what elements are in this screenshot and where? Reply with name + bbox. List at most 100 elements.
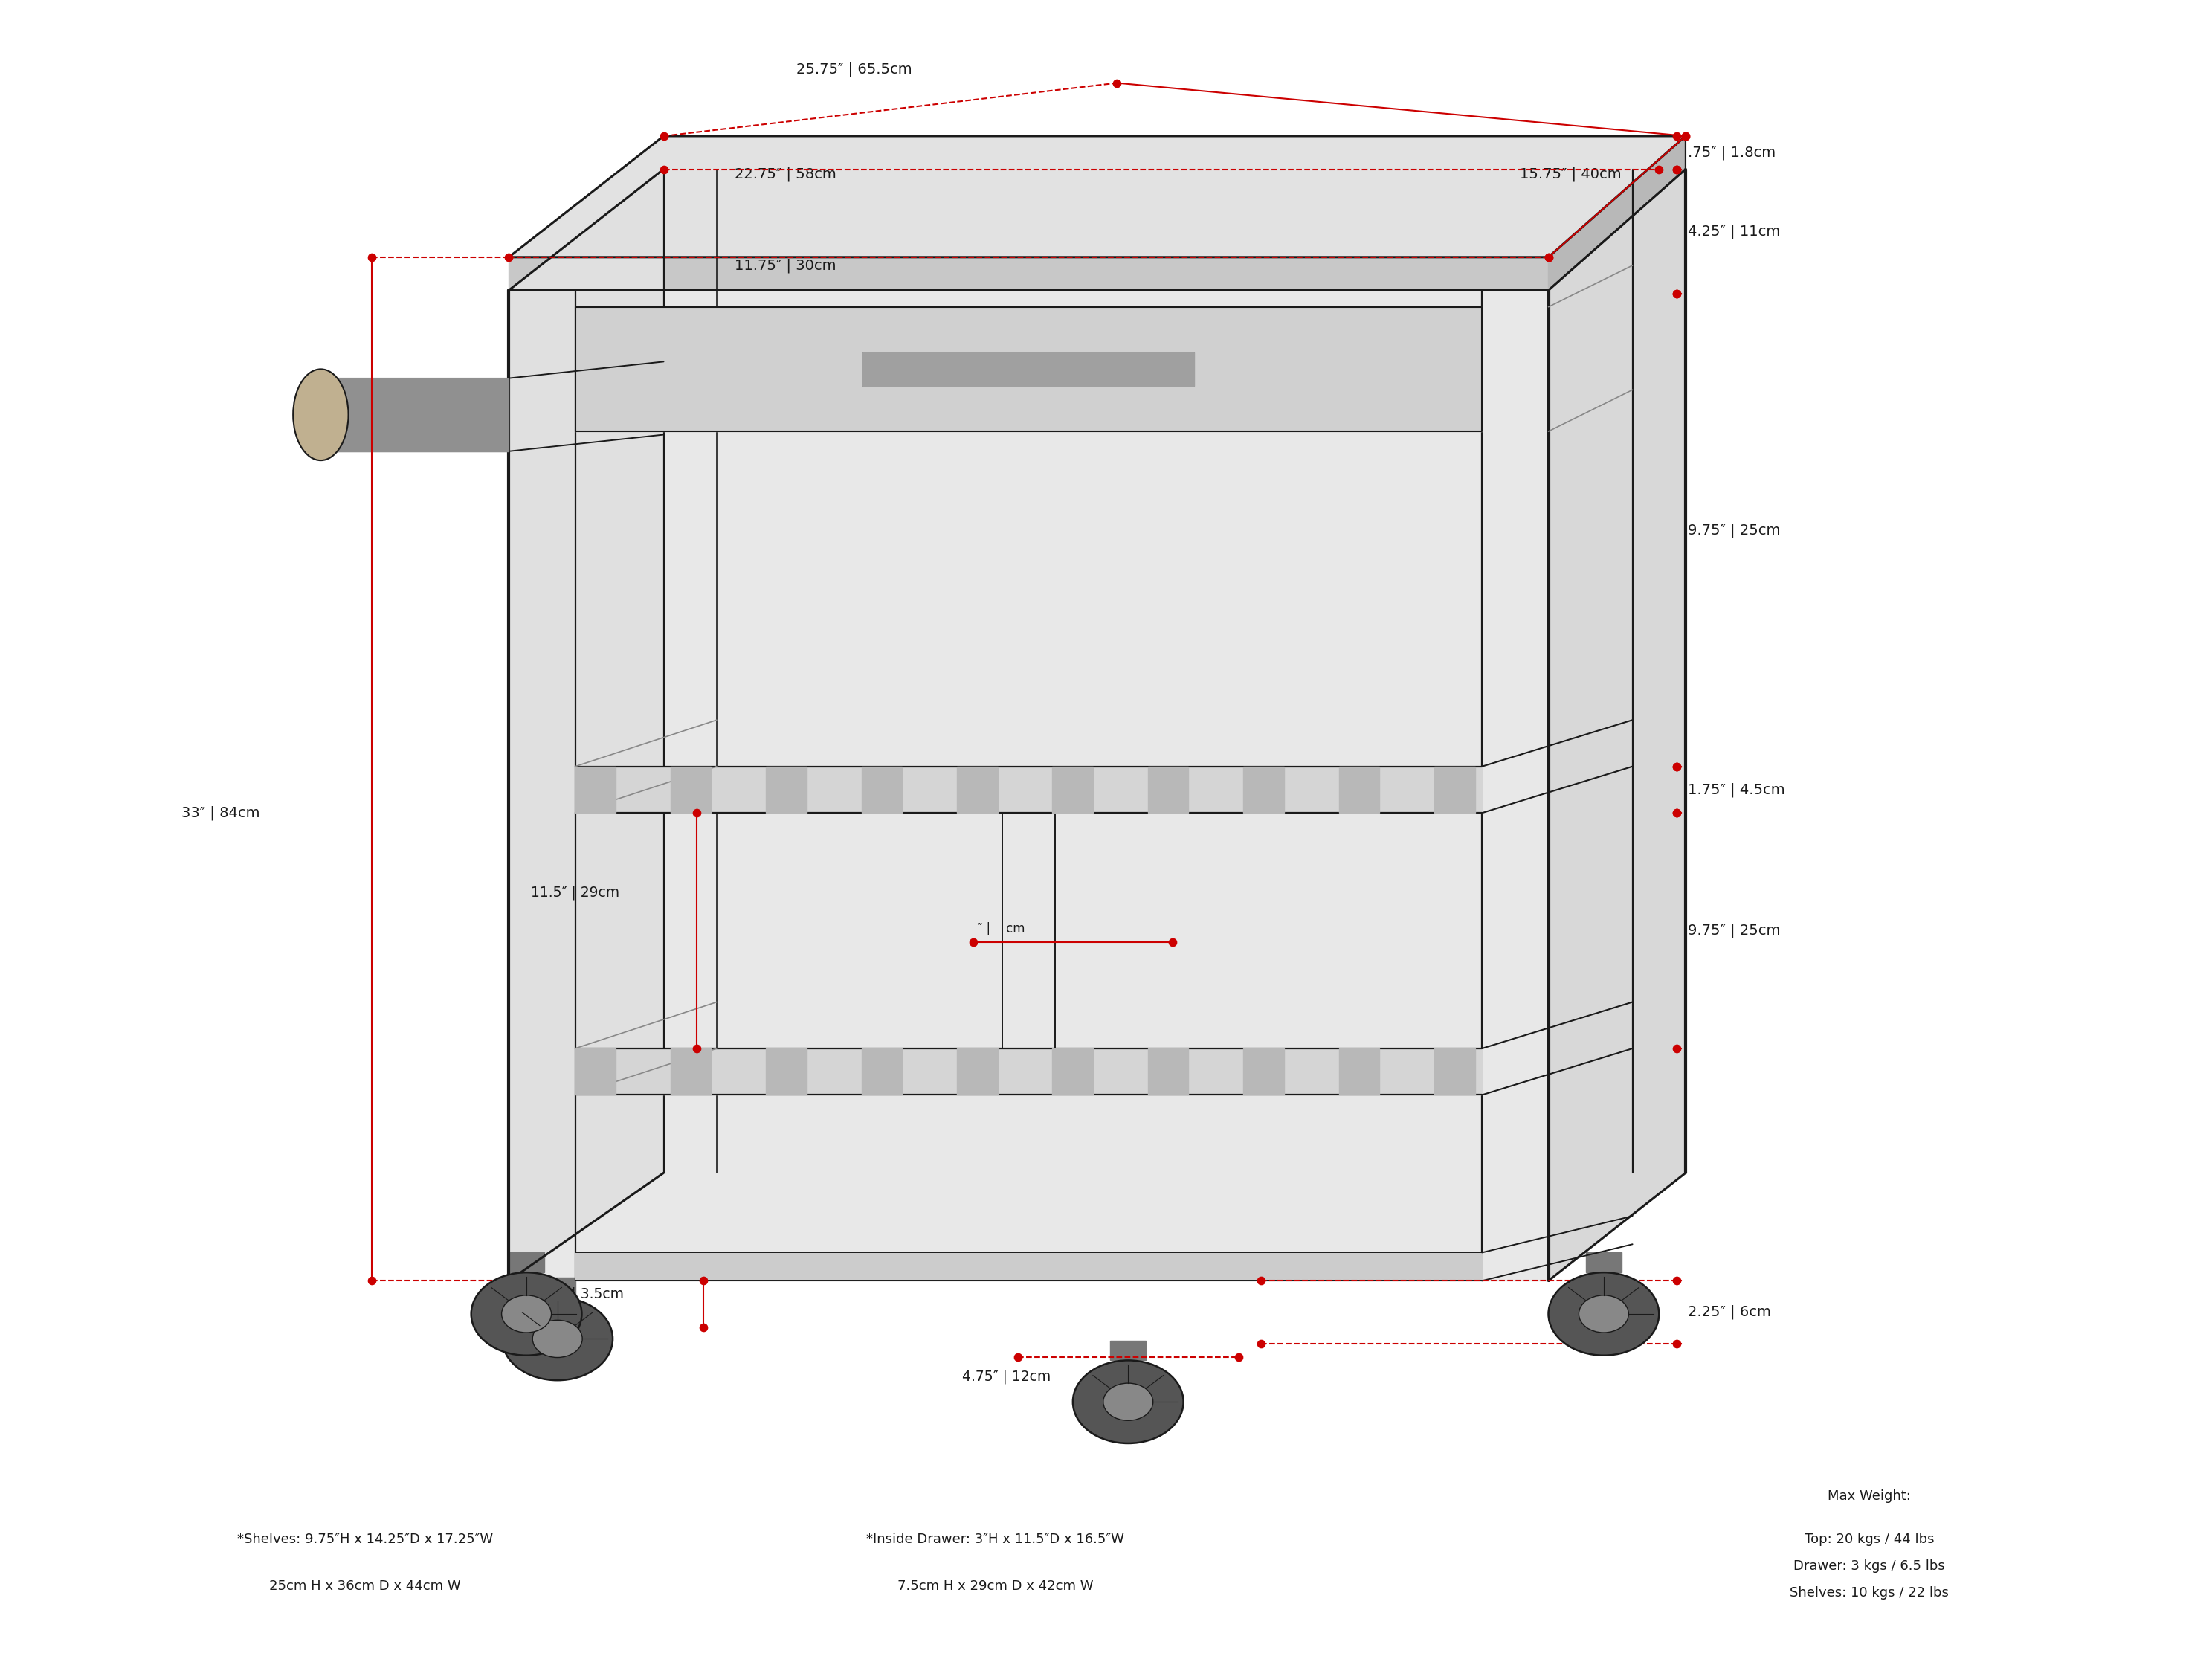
Point — [646, 156, 681, 182]
Circle shape — [471, 1272, 582, 1355]
Text: ″ |    cm: ″ | cm — [978, 922, 1024, 936]
Text: *Shelves: 9.75″H x 14.25″D x 17.25″W: *Shelves: 9.75″H x 14.25″D x 17.25″W — [237, 1533, 493, 1546]
Polygon shape — [1053, 1048, 1093, 1095]
Point — [679, 800, 714, 826]
Polygon shape — [509, 169, 664, 1281]
Circle shape — [1104, 1384, 1152, 1420]
Circle shape — [533, 1321, 582, 1357]
Polygon shape — [509, 136, 1686, 257]
Text: Drawer: 3 kgs / 6.5 lbs: Drawer: 3 kgs / 6.5 lbs — [1794, 1559, 1944, 1573]
Polygon shape — [1548, 136, 1686, 290]
Text: *Inside Drawer: 3″H x 11.5″D x 16.5″W: *Inside Drawer: 3″H x 11.5″D x 16.5″W — [867, 1533, 1124, 1546]
Polygon shape — [1433, 1048, 1475, 1095]
Polygon shape — [958, 1048, 998, 1095]
Circle shape — [502, 1296, 551, 1332]
Point — [1659, 753, 1694, 780]
Polygon shape — [575, 1048, 615, 1095]
Point — [679, 1035, 714, 1062]
Polygon shape — [509, 1253, 544, 1272]
Point — [646, 123, 681, 149]
Polygon shape — [860, 766, 902, 813]
Point — [1659, 123, 1694, 149]
Circle shape — [1579, 1296, 1628, 1332]
Text: 1.25″ | 3.5cm: 1.25″ | 3.5cm — [531, 1287, 624, 1301]
Point — [1641, 156, 1677, 182]
Point — [956, 929, 991, 956]
Text: 15.75″ | 40cm: 15.75″ | 40cm — [1520, 168, 1621, 181]
Polygon shape — [575, 1253, 1482, 1281]
Polygon shape — [1338, 766, 1380, 813]
Text: Shelves: 10 kgs / 22 lbs: Shelves: 10 kgs / 22 lbs — [1790, 1586, 1949, 1599]
Point — [1668, 123, 1703, 149]
Point — [1659, 800, 1694, 826]
Text: 2.25″ | 6cm: 2.25″ | 6cm — [1688, 1306, 1772, 1319]
Text: 7.5cm H x 29cm D x 42cm W: 7.5cm H x 29cm D x 42cm W — [898, 1579, 1093, 1593]
Text: 1.75″ | 4.5cm: 1.75″ | 4.5cm — [1688, 783, 1785, 796]
Polygon shape — [1148, 766, 1188, 813]
Text: 4.75″ | 12cm: 4.75″ | 12cm — [962, 1370, 1051, 1384]
Point — [1659, 1331, 1694, 1357]
Point — [1659, 280, 1694, 307]
Point — [1221, 1344, 1256, 1370]
Polygon shape — [765, 1048, 807, 1095]
Polygon shape — [1338, 1048, 1380, 1095]
Point — [686, 1314, 721, 1340]
Circle shape — [1548, 1272, 1659, 1355]
Polygon shape — [1148, 1048, 1188, 1095]
Circle shape — [502, 1297, 613, 1380]
Polygon shape — [1243, 766, 1283, 813]
Polygon shape — [575, 766, 615, 813]
Polygon shape — [1110, 1340, 1146, 1360]
Point — [491, 244, 526, 270]
Point — [1243, 1331, 1279, 1357]
Point — [1659, 156, 1694, 182]
Text: Top: 20 kgs / 44 lbs: Top: 20 kgs / 44 lbs — [1805, 1533, 1933, 1546]
Point — [1659, 1267, 1694, 1294]
Point — [1155, 929, 1190, 956]
Polygon shape — [1548, 169, 1686, 1281]
Point — [354, 1267, 389, 1294]
Polygon shape — [1243, 1048, 1283, 1095]
Polygon shape — [575, 1048, 1482, 1095]
Polygon shape — [958, 766, 998, 813]
Text: 9.75″ | 25cm: 9.75″ | 25cm — [1688, 523, 1781, 538]
Circle shape — [1073, 1360, 1183, 1443]
Text: 33″ | 84cm: 33″ | 84cm — [181, 806, 259, 820]
Polygon shape — [509, 290, 1548, 1281]
Point — [1531, 244, 1566, 270]
Polygon shape — [575, 766, 1482, 813]
Point — [1243, 1267, 1279, 1294]
Polygon shape — [670, 1048, 712, 1095]
Polygon shape — [860, 1048, 902, 1095]
Text: 22.75″ | 58cm: 22.75″ | 58cm — [734, 168, 836, 181]
Polygon shape — [765, 766, 807, 813]
Text: 25cm H x 36cm D x 44cm W: 25cm H x 36cm D x 44cm W — [270, 1579, 460, 1593]
Text: .75″ | 1.8cm: .75″ | 1.8cm — [1688, 146, 1776, 159]
Point — [1659, 280, 1694, 307]
Point — [1659, 800, 1694, 826]
Point — [686, 1267, 721, 1294]
Polygon shape — [863, 353, 1194, 385]
Point — [354, 244, 389, 270]
Point — [1531, 244, 1566, 270]
Ellipse shape — [292, 368, 347, 460]
Polygon shape — [575, 307, 1482, 431]
Text: Max Weight:: Max Weight: — [1827, 1490, 1911, 1503]
Polygon shape — [321, 378, 509, 451]
Point — [1668, 123, 1703, 149]
Polygon shape — [540, 1277, 575, 1297]
Point — [1099, 70, 1135, 96]
Text: 11.75″ | 30cm: 11.75″ | 30cm — [734, 259, 836, 272]
Polygon shape — [1053, 766, 1093, 813]
Polygon shape — [670, 766, 712, 813]
Point — [1000, 1344, 1035, 1370]
Polygon shape — [509, 257, 1548, 290]
Point — [1659, 1035, 1694, 1062]
Polygon shape — [1586, 1253, 1621, 1272]
Point — [1659, 156, 1694, 182]
Text: 9.75″ | 25cm: 9.75″ | 25cm — [1688, 924, 1781, 937]
Text: 11.5″ | 29cm: 11.5″ | 29cm — [531, 886, 619, 899]
Text: 4.25″ | 11cm: 4.25″ | 11cm — [1688, 224, 1781, 239]
Polygon shape — [1433, 766, 1475, 813]
Text: 25.75″ | 65.5cm: 25.75″ | 65.5cm — [796, 63, 911, 76]
